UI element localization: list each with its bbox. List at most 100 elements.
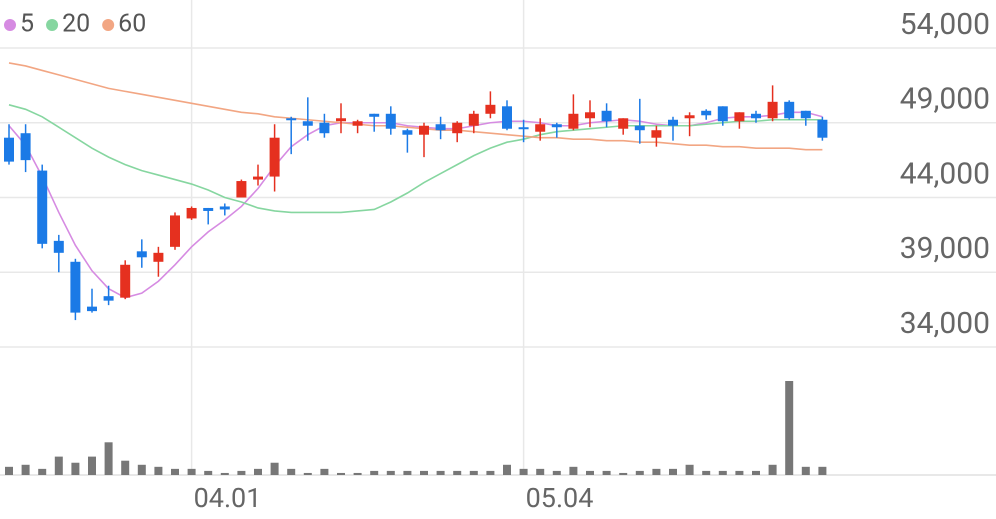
x-tick-label: 04.01 <box>194 482 262 514</box>
volume-bar <box>469 470 478 475</box>
volume-bar <box>237 470 246 475</box>
volume-bar <box>353 472 362 475</box>
legend-marker <box>4 19 16 31</box>
candle-body <box>485 104 496 114</box>
legend-label: 5 <box>20 10 34 39</box>
candle-body <box>87 306 97 312</box>
volume-bar <box>785 381 794 475</box>
volume-bar <box>486 470 495 475</box>
volume-bar <box>337 472 345 475</box>
candle-body <box>269 137 280 177</box>
candle-body <box>568 113 579 129</box>
candle-body <box>352 121 363 126</box>
volume-bar <box>702 470 711 475</box>
candle-body <box>203 207 214 211</box>
volume-bar <box>386 470 395 475</box>
candle-body <box>302 121 313 126</box>
volume-bar <box>104 442 113 475</box>
y-tick-label: 49,000 <box>900 82 990 117</box>
candle-body <box>37 170 48 244</box>
volume-bar <box>602 470 611 475</box>
candle-body <box>136 251 147 258</box>
volume-bar <box>270 462 279 475</box>
candle-body <box>219 206 230 210</box>
volume-bar <box>669 468 677 475</box>
candle-body <box>634 125 645 131</box>
candle-body <box>601 110 612 122</box>
volume-bar <box>503 464 511 475</box>
volume-bar <box>801 466 810 475</box>
candle-body <box>817 119 828 138</box>
candle-body <box>717 106 728 122</box>
candle-body <box>618 118 629 129</box>
volume-bar <box>436 470 445 475</box>
candle-body <box>701 110 712 116</box>
volume-bar <box>320 468 329 475</box>
y-tick-label: 44,000 <box>900 156 990 191</box>
volume-bar <box>254 468 262 475</box>
candle-body <box>4 137 14 162</box>
ma-line <box>8 62 823 151</box>
volume-bar <box>121 460 130 475</box>
candle-body <box>53 240 64 253</box>
candle-body <box>20 133 31 161</box>
ma-line <box>8 104 823 214</box>
volume-bar <box>137 464 146 475</box>
candle-body <box>336 118 346 122</box>
candle-body <box>419 125 429 135</box>
volume-bar <box>752 470 760 475</box>
volume-bar <box>536 468 545 475</box>
volume-bar <box>88 456 96 475</box>
volume-bar <box>154 466 163 475</box>
legend-label: 60 <box>118 10 146 39</box>
volume-bar <box>685 464 694 475</box>
volume-bar <box>735 470 744 475</box>
volume-bar <box>204 470 213 475</box>
candle-body <box>452 122 463 134</box>
candle-body <box>120 264 131 298</box>
volume-bar <box>652 468 661 475</box>
volume-bar <box>5 466 13 475</box>
legend-marker <box>102 19 115 31</box>
volume-bar <box>303 472 312 475</box>
ma-line <box>8 111 823 299</box>
candle-body <box>103 296 114 301</box>
candle-body <box>435 124 446 131</box>
candle-body <box>800 110 811 119</box>
volume-bar <box>21 464 30 475</box>
candle-body <box>153 252 164 262</box>
volume-bar <box>768 464 777 475</box>
volume-bar <box>171 468 179 475</box>
volume-bar <box>635 470 644 475</box>
volume-bar <box>220 472 229 475</box>
candle-body <box>502 106 512 129</box>
volume-bar <box>586 470 594 475</box>
candle-body <box>651 130 662 138</box>
y-tick-label: 34,000 <box>900 306 990 341</box>
candle-body <box>551 124 562 128</box>
candle-body <box>684 115 695 119</box>
volume-bar <box>420 470 428 475</box>
candle-body <box>385 113 396 129</box>
candle-body <box>369 113 380 117</box>
volume-bar <box>818 466 827 475</box>
volume-bar <box>403 470 412 475</box>
candle-body <box>402 130 413 135</box>
y-tick-label: 54,000 <box>900 7 990 42</box>
candle-body <box>585 112 595 119</box>
candle-body <box>535 124 546 132</box>
candle-body <box>170 215 180 247</box>
candle-body <box>70 261 81 313</box>
volume-bar <box>287 468 296 475</box>
candle-body <box>286 118 297 121</box>
candle-body <box>784 101 795 119</box>
candle-body <box>751 113 761 119</box>
volume-bar <box>552 470 561 475</box>
volume-bar <box>71 462 80 475</box>
candle-body <box>734 112 745 122</box>
volume-bar <box>569 466 578 475</box>
volume-bar <box>619 472 628 475</box>
volume-bar <box>453 470 462 475</box>
volume-bar <box>519 468 528 475</box>
